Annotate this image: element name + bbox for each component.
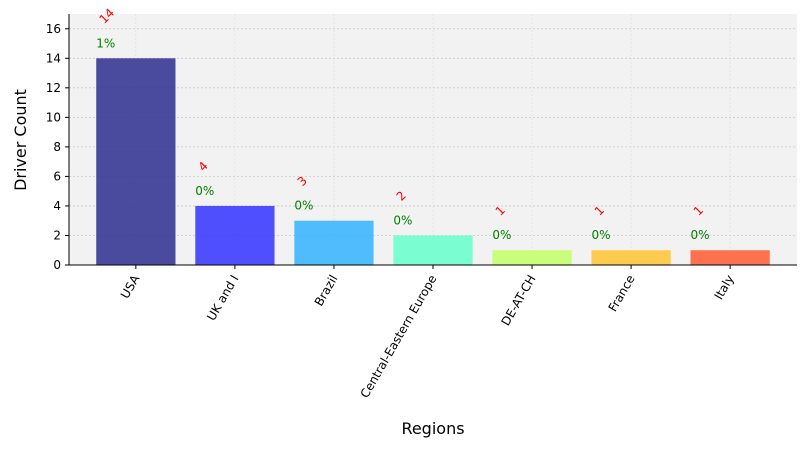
bar: [195, 205, 275, 265]
bar: [591, 250, 671, 265]
x-tick-label: France: [606, 273, 638, 315]
bar: [492, 250, 572, 265]
bar: [393, 235, 473, 265]
percent-label: 0%: [691, 228, 710, 242]
y-tick-label: 4: [53, 199, 61, 213]
y-tick-label: 6: [53, 169, 61, 183]
percent-label: 0%: [294, 199, 313, 213]
bar: [294, 220, 374, 265]
percent-label: 0%: [492, 228, 511, 242]
x-axis-ticks: USA UK and I Brazil Central-Eastern Europe D…: [118, 265, 737, 400]
percent-label: 0%: [195, 184, 214, 198]
percent-label: 1%: [96, 36, 115, 50]
percent-label: 0%: [591, 228, 610, 242]
y-tick-label: 14: [46, 51, 61, 65]
x-tick-label: DE-AT-CH: [498, 273, 538, 329]
x-tick-label: Central-Eastern Europe: [358, 273, 440, 401]
y-axis-ticks: 0 2 4 6 8 10 12 14 16: [46, 22, 69, 272]
x-tick-label: USA: [118, 272, 143, 301]
y-tick-label: 10: [46, 110, 61, 124]
y-tick-label: 16: [46, 22, 61, 36]
x-tick-label: UK and I: [204, 273, 241, 324]
x-tick-label: Brazil: [312, 273, 341, 309]
y-tick-label: 0: [53, 258, 61, 272]
x-axis-title: Regions: [401, 419, 464, 438]
y-tick-label: 8: [53, 140, 61, 154]
percent-label: 0%: [393, 213, 412, 227]
bar: [690, 250, 770, 265]
x-tick-label: Italy: [712, 273, 737, 303]
bars: [96, 58, 770, 266]
y-axis-title: Driver Count: [11, 89, 30, 191]
y-tick-label: 12: [46, 81, 61, 95]
bar: [96, 58, 176, 266]
y-tick-label: 2: [53, 228, 61, 242]
